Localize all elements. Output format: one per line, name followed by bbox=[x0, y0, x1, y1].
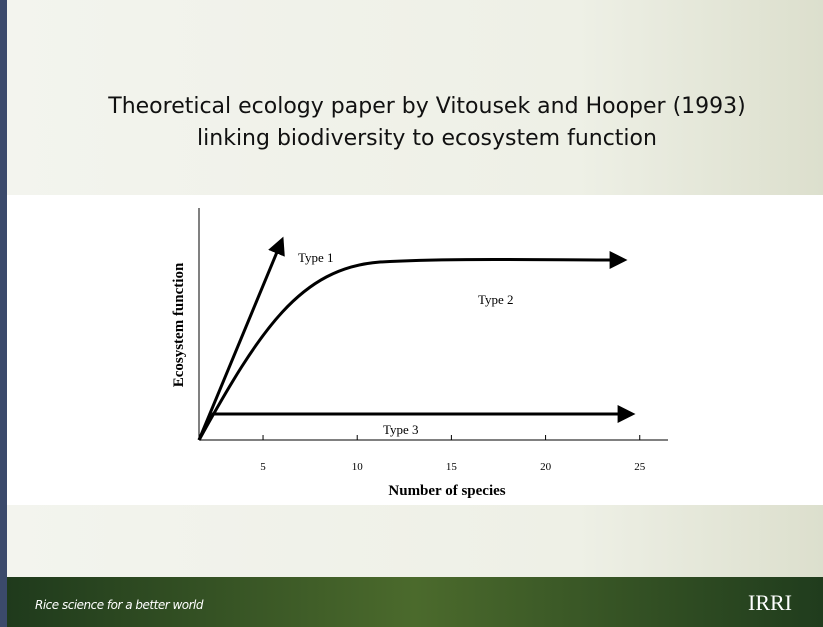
x-tick-label: 20 bbox=[540, 461, 552, 473]
figure-panel bbox=[7, 195, 823, 505]
x-tick-label: 15 bbox=[446, 461, 458, 473]
type2-curve bbox=[197, 250, 628, 441]
type1-curve bbox=[197, 236, 285, 441]
x-axis-label: Number of species bbox=[388, 483, 505, 499]
footer-bar bbox=[7, 577, 823, 627]
curve-label: Type 1 bbox=[298, 250, 334, 265]
y-axis-label: Ecosystem function bbox=[171, 262, 187, 387]
logo: IRRI bbox=[748, 590, 792, 615]
title-line: Theoretical ecology paper by Vitousek an… bbox=[107, 94, 745, 119]
x-tick-label: 10 bbox=[352, 461, 364, 473]
left-edge bbox=[0, 0, 7, 627]
figure bbox=[197, 208, 668, 441]
type3-curve bbox=[197, 405, 636, 441]
footer-tagline: Rice science for a better world bbox=[35, 598, 204, 612]
title-line: linking biodiversity to ecosystem functi… bbox=[197, 126, 657, 151]
x-tick-label: 5 bbox=[260, 461, 266, 473]
curve-label: Type 2 bbox=[478, 292, 514, 307]
curve-label: Type 3 bbox=[383, 422, 419, 437]
x-tick-label: 25 bbox=[634, 461, 646, 473]
